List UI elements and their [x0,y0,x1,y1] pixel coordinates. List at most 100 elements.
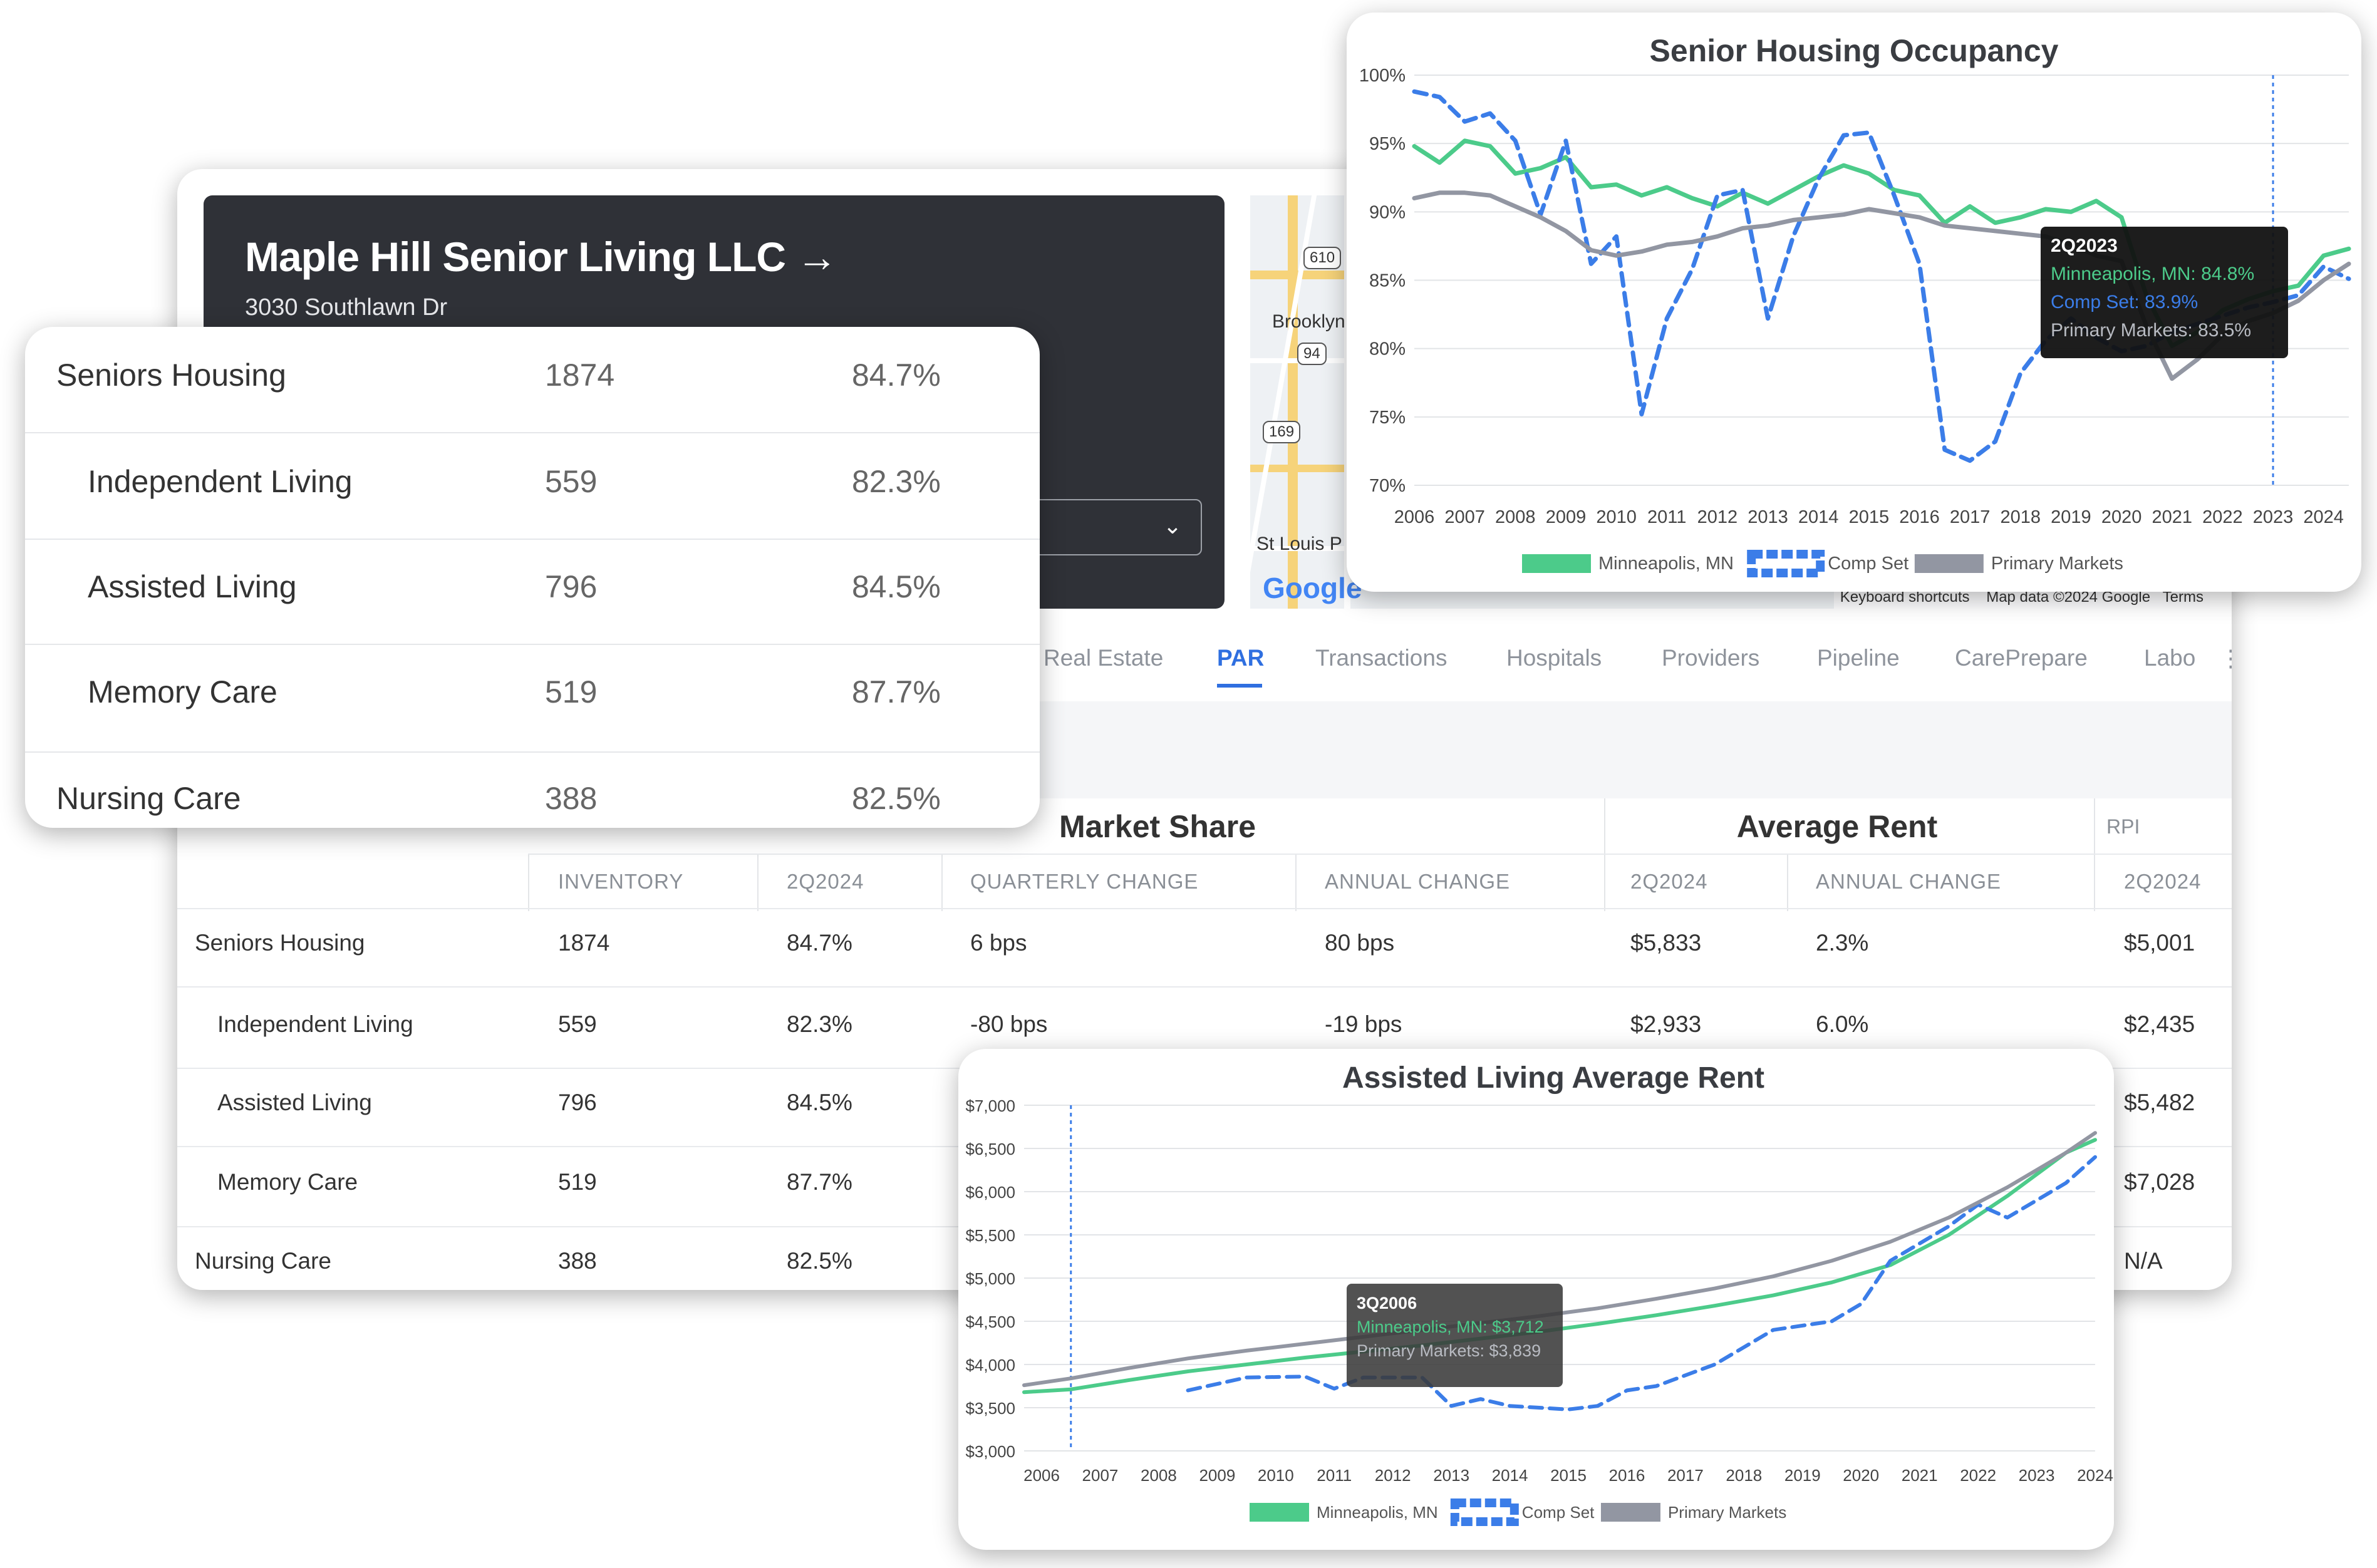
rent-chart[interactable]: Assisted Living Average Rent $7,000 $6,500… [958,1049,2114,1550]
x-tick-label: 2018 [2001,507,2041,527]
tab-transactions[interactable]: Transactions [1315,645,1447,671]
row-label: Nursing Care [56,781,241,816]
chart-tooltip [1347,1284,1563,1387]
x-tick-label: 2014 [1798,507,1839,527]
inventory-value: 796 [545,569,598,604]
tab-pipeline[interactable]: Pipeline [1817,645,1900,671]
inventory-value: 519 [558,1169,597,1195]
highway-shield: 610 [1303,247,1342,269]
row-label: Independent Living [217,1011,413,1037]
legend-swatch [1914,554,1984,573]
x-tick-label: 2007 [1444,507,1485,527]
rpi-value: $2,435 [2124,1011,2195,1037]
table-row[interactable]: Independent Living 559 82.3% [25,433,1040,539]
table-row[interactable]: Assisted Living 796 84.5% [25,539,1040,644]
row-label: Assisted Living [88,569,297,604]
column-header[interactable]: 2Q2024 [1630,870,1708,893]
group-header-average-rent: Average Rent [1736,809,1938,844]
legend-label: Comp Set [1522,1503,1595,1522]
rent-value: $5,833 [1630,930,1702,956]
legend-label: Primary Markets [1991,554,2123,574]
tab-real-estate[interactable]: Real Estate [1043,645,1164,671]
tab-providers[interactable]: Providers [1662,645,1760,671]
row-label: Seniors Housing [195,930,365,956]
x-tick-label: 2021 [1902,1466,1938,1485]
y-tick-label: 85% [1369,271,1406,291]
x-tick-label: 2017 [1950,507,1991,527]
x-tick-label: 2011 [1317,1466,1352,1485]
x-tick-label: 2022 [1960,1466,1996,1485]
tooltip-line: Primary Markets: 83.5% [2051,320,2251,341]
column-header[interactable]: ANNUAL CHANGE [1325,870,1510,893]
percent-value: 87.7% [852,674,941,709]
x-tick-label: 2017 [1667,1466,1704,1485]
tab-hospitals[interactable]: Hospitals [1506,645,1602,671]
tooltip-line: Primary Markets: $3,839 [1357,1341,1541,1360]
rpi-value: N/A [2124,1248,2163,1274]
table-row[interactable]: Seniors Housing 1874 84.7% [25,327,1040,432]
inventory-value: 1874 [558,930,610,956]
y-tick-label: $5,000 [965,1269,1015,1288]
y-tick-label: $5,500 [965,1226,1015,1245]
column-header[interactable]: 2Q2024 [2124,870,2202,893]
tab-labor[interactable]: Labo [2144,645,2196,671]
inventory-value: 388 [558,1248,597,1274]
table-row[interactable]: Memory Care 519 87.7% [25,644,1040,749]
column-header[interactable]: ANNUAL CHANGE [1816,870,2001,893]
highway-shield: 169 [1263,421,1301,443]
column-header[interactable]: QUARTERLY CHANGE [970,870,1199,893]
share-value: 84.5% [787,1090,852,1115]
tab-par[interactable]: PAR [1217,645,1265,671]
section-tabs: Real Estate PAR Transactions Hospitals P… [177,645,2232,701]
quarterly-change-value: -80 bps [970,1011,1048,1037]
more-tabs-icon[interactable]: ⋮ [2219,646,2232,671]
x-tick-label: 2009 [1199,1466,1235,1485]
rent-change-value: 6.0% [1816,1011,1869,1037]
column-header[interactable]: INVENTORY [558,870,684,893]
x-tick-label: 2006 [1394,507,1435,527]
legend-swatch [1747,550,1825,577]
x-tick-label: 2021 [2152,507,2192,527]
tooltip-line: Comp Set: 83.9% [2051,292,2198,312]
legend-swatch [1450,1498,1519,1526]
y-tick-label: $3,500 [965,1399,1015,1418]
x-tick-label: 2010 [1258,1466,1294,1485]
percent-value: 82.3% [852,464,941,499]
row-label: Assisted Living [217,1090,372,1115]
profile-title-link[interactable]: Maple Hill Senior Living LLC → [245,234,837,280]
group-header-market-share: Market Share [1059,809,1256,844]
percent-value: 84.5% [852,569,941,604]
inventory-value: 1874 [545,358,615,393]
rent-chart-card: Assisted Living Average Rent $7,000 $6,500… [958,1049,2114,1550]
group-header-rpi: RPI [2106,815,2140,838]
x-tick-label: 2012 [1375,1466,1411,1485]
y-tick-label: 100% [1359,66,1406,86]
y-tick-label: $7,000 [965,1096,1015,1115]
inventory-value: 519 [545,674,598,709]
inventory-value: 559 [545,464,598,499]
x-tick-label: 2018 [1726,1466,1762,1485]
table-row[interactable]: Nursing Care 388 82.5% [25,750,1040,828]
chart-title: Assisted Living Average Rent [1342,1061,1764,1095]
occupancy-chart[interactable]: Senior Housing Occupancy 100% 95% 90% 85% 80%… [1347,13,2361,592]
series-line-comp-set [1186,1155,2097,1411]
x-tick-label: 2009 [1546,507,1587,527]
legend-label: Primary Markets [1668,1503,1786,1522]
x-tick-label: 2019 [1784,1466,1821,1485]
legend-label: Minneapolis, MN [1598,554,1734,574]
x-tick-label: 2023 [2253,507,2294,527]
x-tick-label: 2006 [1023,1466,1060,1485]
y-tick-label: $4,500 [965,1313,1015,1331]
y-tick-label: 95% [1369,134,1406,154]
tab-careprepare[interactable]: CarePrepare [1955,645,2088,671]
legend-swatch [1250,1503,1309,1522]
column-header[interactable]: 2Q2024 [787,870,864,893]
rpi-value: $5,001 [2124,930,2195,956]
series-line-primary-markets [1412,190,2351,381]
x-tick-label: 2024 [2077,1466,2113,1485]
row-label: Seniors Housing [56,358,286,393]
row-label: Independent Living [88,464,353,499]
share-value: 84.7% [787,930,852,956]
legend-swatch [1522,554,1591,573]
x-tick-label: 2020 [2101,507,2142,527]
